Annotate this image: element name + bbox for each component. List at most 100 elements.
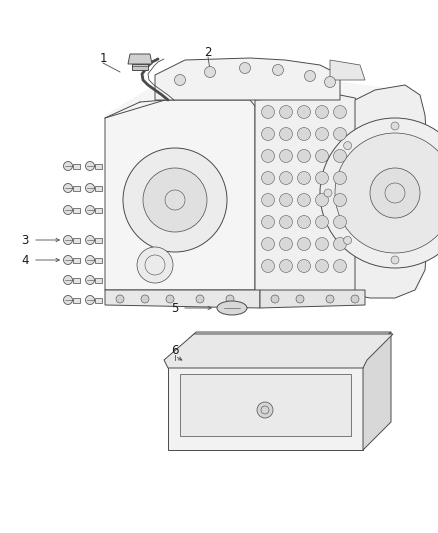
Circle shape [333, 172, 346, 184]
Polygon shape [168, 360, 363, 450]
Polygon shape [255, 95, 360, 295]
Circle shape [174, 75, 186, 85]
Circle shape [391, 256, 399, 264]
Polygon shape [105, 80, 420, 290]
Circle shape [333, 215, 346, 229]
Circle shape [123, 148, 227, 252]
Text: 2: 2 [204, 45, 212, 59]
Circle shape [333, 193, 346, 206]
Circle shape [304, 70, 315, 82]
Circle shape [85, 295, 95, 304]
Circle shape [333, 127, 346, 141]
Circle shape [261, 172, 275, 184]
Bar [95, 257, 102, 262]
Circle shape [391, 122, 399, 130]
Circle shape [333, 260, 346, 272]
Circle shape [315, 149, 328, 163]
Circle shape [64, 255, 73, 264]
Text: 6: 6 [171, 343, 179, 357]
Bar [73, 164, 80, 168]
Circle shape [279, 127, 293, 141]
Bar [95, 185, 102, 190]
Bar [73, 257, 80, 262]
Bar [73, 297, 80, 303]
Bar [73, 238, 80, 243]
Circle shape [297, 260, 311, 272]
Circle shape [279, 172, 293, 184]
Polygon shape [155, 58, 340, 100]
Circle shape [315, 127, 328, 141]
Bar [95, 164, 102, 168]
Bar [73, 207, 80, 213]
Polygon shape [128, 54, 152, 64]
Polygon shape [363, 332, 391, 450]
Circle shape [261, 260, 275, 272]
Circle shape [344, 236, 352, 244]
Circle shape [166, 295, 174, 303]
Polygon shape [105, 100, 255, 290]
Ellipse shape [217, 301, 247, 315]
Circle shape [315, 215, 328, 229]
Circle shape [297, 106, 311, 118]
Circle shape [370, 168, 420, 218]
Circle shape [64, 161, 73, 171]
Circle shape [315, 260, 328, 272]
Bar [180, 374, 351, 436]
Bar [95, 297, 102, 303]
Circle shape [297, 172, 311, 184]
Circle shape [85, 161, 95, 171]
Circle shape [64, 276, 73, 285]
Circle shape [333, 238, 346, 251]
Circle shape [315, 172, 328, 184]
Circle shape [315, 238, 328, 251]
Circle shape [297, 127, 311, 141]
Polygon shape [355, 85, 428, 298]
Circle shape [85, 183, 95, 192]
Circle shape [297, 215, 311, 229]
Circle shape [240, 62, 251, 74]
Circle shape [333, 149, 346, 163]
Circle shape [297, 193, 311, 206]
Bar [95, 278, 102, 282]
Polygon shape [260, 290, 365, 308]
Bar [95, 207, 102, 213]
Circle shape [64, 206, 73, 214]
Circle shape [279, 215, 293, 229]
Circle shape [279, 238, 293, 251]
Circle shape [226, 295, 234, 303]
Text: 1: 1 [99, 52, 107, 64]
Circle shape [326, 295, 334, 303]
Circle shape [333, 106, 346, 118]
Circle shape [85, 236, 95, 245]
Circle shape [143, 168, 207, 232]
Circle shape [279, 106, 293, 118]
Circle shape [64, 236, 73, 245]
Text: 4: 4 [21, 254, 29, 266]
Circle shape [85, 255, 95, 264]
Circle shape [271, 295, 279, 303]
Circle shape [137, 247, 173, 283]
Circle shape [261, 193, 275, 206]
Circle shape [261, 149, 275, 163]
Polygon shape [168, 332, 391, 360]
Circle shape [297, 238, 311, 251]
Circle shape [279, 193, 293, 206]
Circle shape [344, 142, 352, 150]
Circle shape [85, 276, 95, 285]
Circle shape [320, 118, 438, 268]
Circle shape [279, 260, 293, 272]
Circle shape [196, 295, 204, 303]
Circle shape [141, 295, 149, 303]
Polygon shape [164, 334, 393, 368]
Circle shape [205, 67, 215, 77]
Circle shape [85, 206, 95, 214]
Circle shape [261, 127, 275, 141]
Circle shape [261, 106, 275, 118]
Bar [73, 185, 80, 190]
Circle shape [279, 149, 293, 163]
Circle shape [351, 295, 359, 303]
Circle shape [315, 193, 328, 206]
Text: 5: 5 [171, 302, 179, 314]
Circle shape [335, 133, 438, 253]
Bar [95, 238, 102, 243]
